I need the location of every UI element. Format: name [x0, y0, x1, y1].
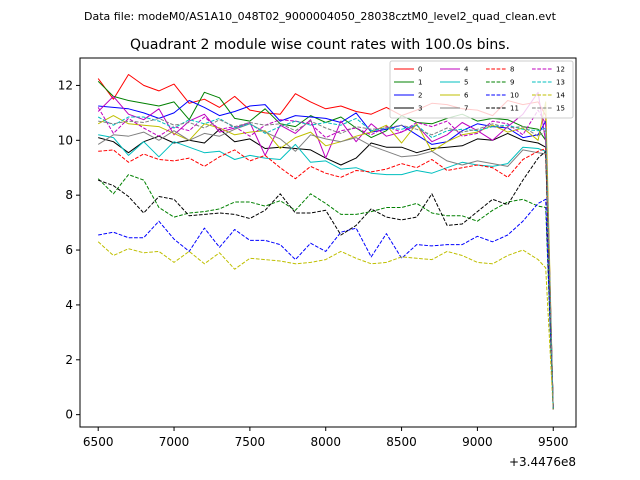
x-tick-label: 9500	[538, 435, 569, 449]
legend-label-5: 5	[464, 79, 468, 87]
y-tick-label: 10	[58, 133, 73, 147]
plot-area-frame	[79, 57, 577, 428]
y-tick-label: 0	[65, 408, 73, 422]
legend-label-15: 15	[556, 105, 565, 113]
legend-label-12: 12	[556, 66, 565, 74]
x-axis-offset-label: +3.4476e8	[509, 455, 576, 469]
series-line-13	[97, 116, 554, 410]
x-tick-label: 7000	[159, 435, 190, 449]
x-axis: 6500 7000 7500 8000 8500 9000 9500	[83, 427, 569, 449]
legend-label-10: 10	[510, 92, 519, 100]
legend-label-3: 3	[418, 105, 422, 113]
y-tick-label: 12	[58, 78, 73, 92]
series-line-7	[97, 123, 554, 410]
legend-label-7: 7	[464, 105, 468, 113]
legend-label-9: 9	[510, 79, 514, 87]
legend-label-2: 2	[418, 92, 422, 100]
series-line-9	[97, 174, 554, 410]
series-line-10	[98, 198, 554, 410]
data-file-header: Data file: modeM0/AS1A10_048T02_90000040…	[84, 10, 557, 23]
y-tick-label: 2	[65, 353, 73, 367]
legend-label-13: 13	[556, 79, 565, 87]
series-line-1	[97, 80, 554, 408]
legend-label-14: 14	[556, 92, 565, 100]
plot-series	[97, 74, 554, 410]
series-line-12	[97, 107, 554, 410]
series-line-6	[97, 101, 554, 410]
y-tick-label: 8	[65, 188, 73, 202]
x-tick-label: 6500	[83, 435, 114, 449]
chart-title: Quadrant 2 module wise count rates with …	[130, 37, 510, 53]
legend-label-4: 4	[464, 66, 469, 74]
legend-label-6: 6	[464, 92, 469, 100]
series-line-5	[98, 134, 554, 410]
x-tick-label: 7500	[235, 435, 266, 449]
legend-label-0: 0	[418, 66, 422, 74]
legend-label-11: 11	[510, 105, 519, 113]
series-line-8	[98, 148, 554, 410]
x-tick-label: 8500	[386, 435, 417, 449]
x-tick-label: 8000	[310, 435, 341, 449]
legend-frame	[389, 60, 574, 119]
series-line-11	[98, 150, 554, 410]
legend-label-8: 8	[510, 66, 514, 74]
y-axis: 0 2 4 6 8 10 12	[58, 78, 80, 422]
y-tick-label: 6	[65, 243, 73, 257]
legend-label-1: 1	[418, 79, 422, 87]
x-tick-label: 9000	[462, 435, 493, 449]
y-tick-label: 4	[65, 298, 73, 312]
series-line-15	[98, 117, 554, 410]
series-line-14	[97, 241, 554, 410]
